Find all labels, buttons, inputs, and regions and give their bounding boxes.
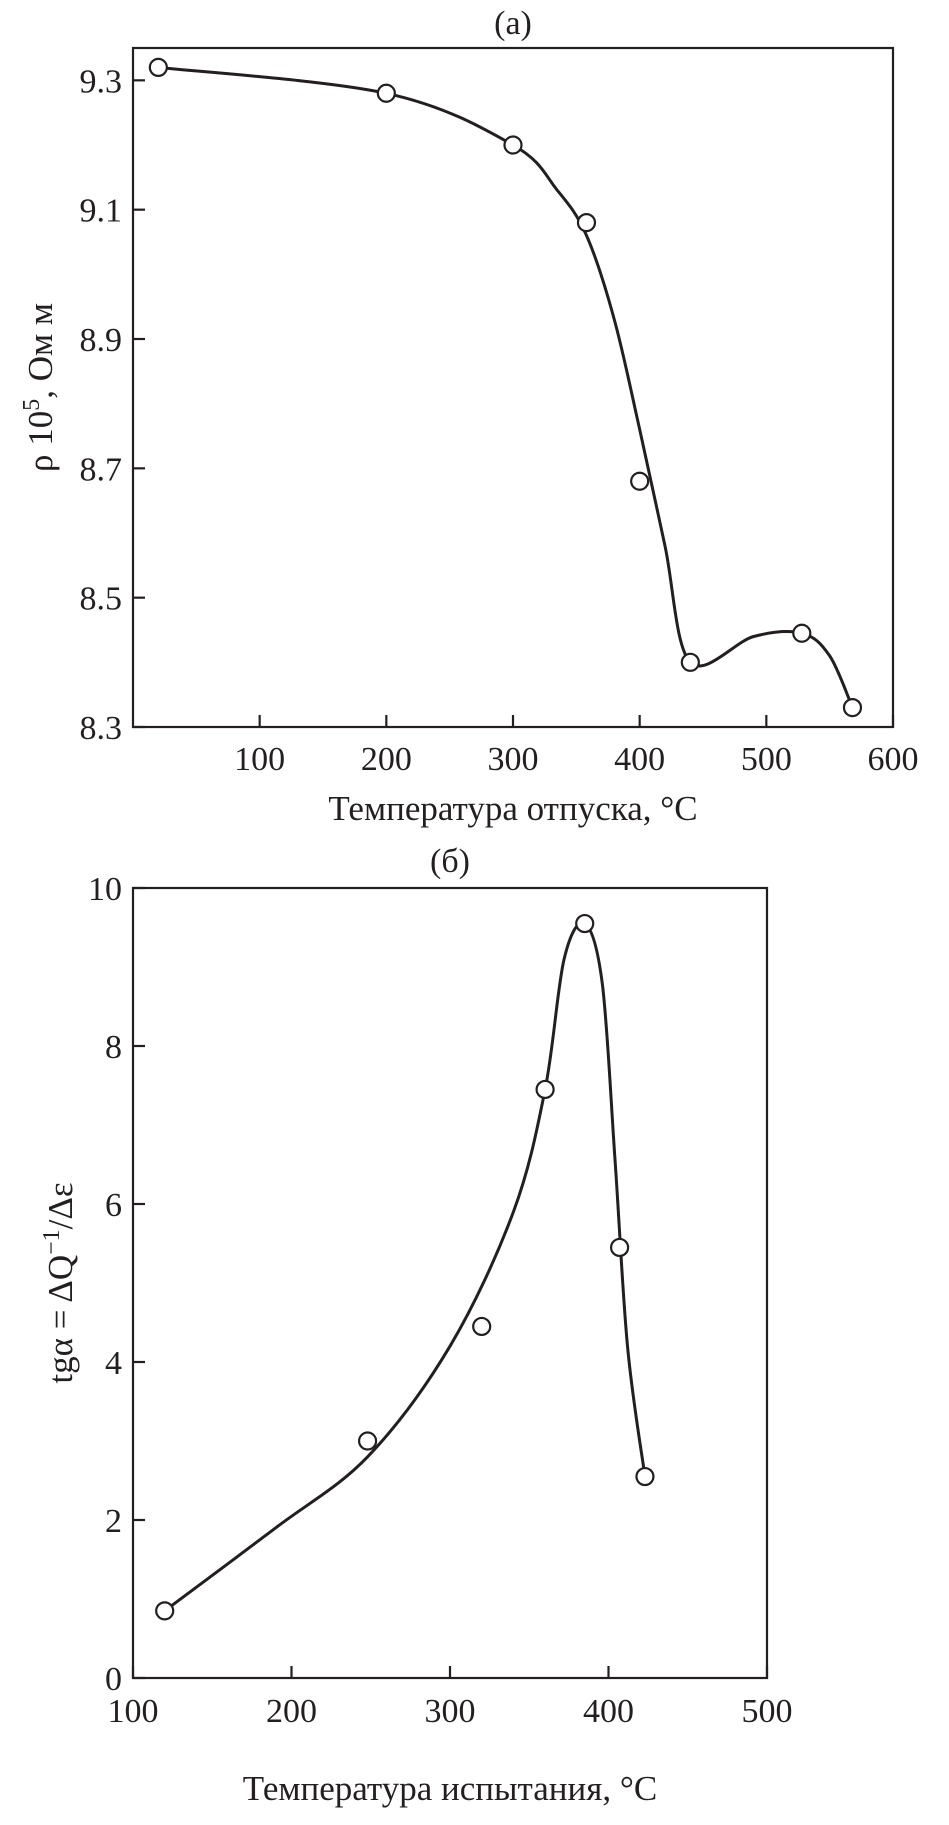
x-tick-label-a: 300 (488, 741, 539, 778)
series-line-b (163, 921, 647, 1613)
data-point-b-2 (357, 1431, 378, 1451)
x-tick-label-b: 500 (742, 1693, 793, 1730)
data-point-a-6 (680, 652, 700, 672)
data-point-b-5 (575, 913, 595, 934)
x-tick-label-a: 200 (361, 741, 412, 778)
x-tick-label-a: 400 (614, 741, 665, 778)
x-tick-label-b: 200 (266, 1693, 317, 1730)
panel-label-a: (а) (494, 5, 532, 42)
y-tick-label-a: 8.7 (80, 451, 123, 488)
y-tick-label-a: 8.5 (80, 581, 123, 618)
data-point-b-4 (535, 1079, 555, 1100)
x-tick-label-b: 300 (425, 1693, 476, 1730)
data-point-a-5 (630, 471, 650, 491)
data-point-a-1 (148, 57, 168, 78)
y-tick-label-b: 4 (105, 1345, 122, 1382)
y-tick-label-b: 2 (105, 1503, 122, 1540)
panel-a: (а) 100 200 300 400 500 600 8.3 8.5 8.7 8.9 9.1 9.3 Т… (19, 5, 919, 828)
x-tick-label-a: 600 (868, 741, 919, 778)
panel-label-b: (б) (430, 843, 470, 880)
data-point-b-3 (472, 1316, 492, 1337)
y-tick-label-a: 8.3 (80, 710, 123, 747)
y-tick-label-a: 9.3 (80, 63, 123, 100)
data-point-a-8 (842, 697, 863, 718)
y-tick-label-b: 8 (105, 1029, 122, 1066)
y-tick-label-b: 6 (105, 1187, 122, 1224)
data-point-a-3 (503, 135, 523, 155)
y-tick-label-a: 9.1 (80, 193, 123, 230)
data-point-b-1 (155, 1601, 175, 1621)
x-tick-label-a: 500 (741, 741, 792, 778)
plot-frame-b (131, 886, 769, 1680)
data-point-a-2 (376, 83, 396, 103)
y-tick-label-b: 10 (88, 871, 122, 908)
series-line-a (156, 65, 854, 710)
panel-b: (б) 100 200 300 400 500 0 2 4 6 8 10 Температура исп… (39, 843, 793, 1808)
y-tick-label-b: 0 (105, 1661, 122, 1698)
y-tick-label-a: 8.9 (80, 322, 123, 359)
x-axis-title-b: Температура испытания, °С (243, 1769, 657, 1808)
data-point-b-7 (635, 1466, 655, 1487)
data-point-a-4 (576, 213, 597, 233)
x-tick-label-a: 100 (234, 741, 285, 778)
data-point-a-7 (792, 623, 812, 643)
y-axis-title-a: ρ 105, Ом м (19, 303, 60, 472)
x-tick-label-b: 400 (583, 1693, 634, 1730)
x-tick-label-b: 100 (108, 1693, 159, 1730)
y-axis-title-b: tgα = ΔQ−1/Δε (39, 1182, 80, 1383)
x-axis-title-a: Температура отпуска, °С (328, 789, 697, 828)
data-point-b-6 (609, 1237, 630, 1258)
